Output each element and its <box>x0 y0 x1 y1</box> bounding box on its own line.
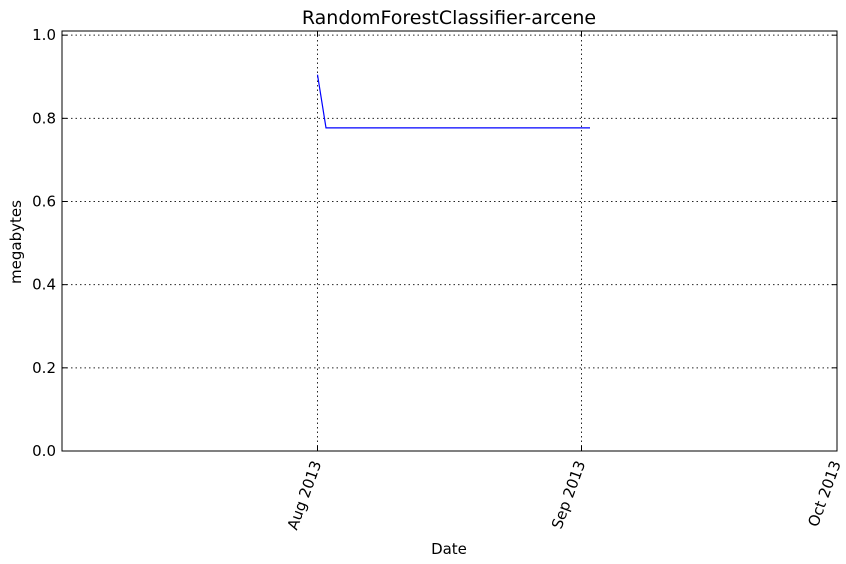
x-tick-label: Oct 2013 <box>804 458 844 529</box>
y-tick-label: 0.6 <box>32 192 56 210</box>
series-line <box>316 74 590 129</box>
y-tick-label: 0.8 <box>32 109 56 127</box>
x-tick-label: Sep 2013 <box>548 458 589 531</box>
tick-layer: 0.0 0.2 0.4 0.6 0.8 1.0 Aug 2013 Sep 2013 Oct 20… <box>32 26 845 532</box>
y-axis-label: megabytes <box>7 200 25 284</box>
x-axis-label: Date <box>431 540 467 558</box>
y-tick-label: 0.2 <box>32 359 56 377</box>
chart-title: RandomForestClassifier-arcene <box>302 7 596 29</box>
y-tick-label: 0.0 <box>32 442 56 460</box>
x-tick-label: Aug 2013 <box>284 458 326 532</box>
series-layer <box>316 74 590 129</box>
grid-layer <box>62 31 838 452</box>
y-tick-label: 0.4 <box>32 276 56 294</box>
plot-frame <box>61 30 838 452</box>
y-tick-label: 1.0 <box>32 26 56 44</box>
